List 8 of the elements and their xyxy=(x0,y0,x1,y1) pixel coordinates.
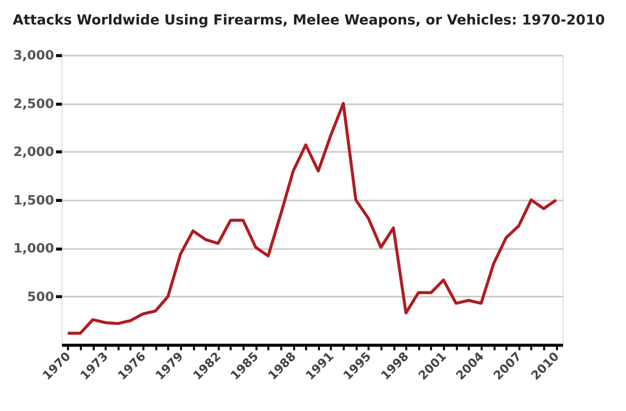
y-tick-label: 1,500 xyxy=(13,193,54,208)
y-tick-label: 2,000 xyxy=(13,145,54,160)
y-tick-label: 2,500 xyxy=(13,96,54,112)
chart-title: Attacks Worldwide Using Firearms, Melee Weapons, or Vehicles: 1970-2010 xyxy=(12,12,605,28)
y-tick-label: 1,000 xyxy=(13,242,54,257)
y-tick-label: 3,000 xyxy=(13,48,54,64)
line-series xyxy=(66,102,558,335)
y-tick-label: 500 xyxy=(27,290,54,305)
